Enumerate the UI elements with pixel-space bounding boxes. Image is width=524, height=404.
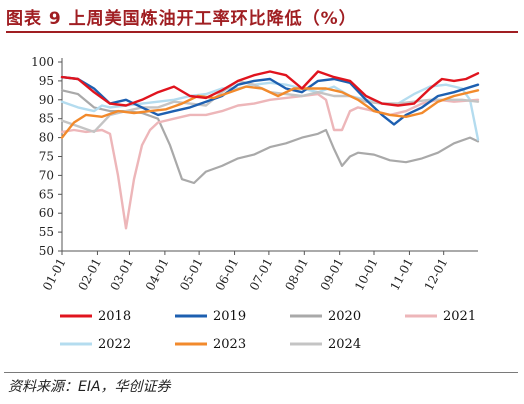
series-line-2018 bbox=[60, 70, 480, 107]
x-tick-label: 12-01 bbox=[422, 256, 451, 293]
series-line-2022 bbox=[60, 81, 480, 141]
legend-label-2021: 2021 bbox=[443, 309, 476, 324]
y-tick-label: 90 bbox=[39, 93, 54, 107]
x-tick-label: 03-01 bbox=[107, 256, 136, 293]
y-tick-label: 50 bbox=[39, 244, 54, 258]
x-tick-label: 06-01 bbox=[213, 256, 242, 293]
x-tick-label: 05-01 bbox=[177, 256, 206, 293]
chart-title: 图表 9 上周美国炼油开工率环比降低（%） bbox=[6, 9, 357, 29]
y-tick-label: 55 bbox=[39, 225, 54, 239]
y-tick-label: 85 bbox=[39, 112, 54, 126]
y-tick-label: 65 bbox=[39, 187, 54, 201]
legend-label-2024: 2024 bbox=[328, 337, 361, 352]
x-tick-label: 07-01 bbox=[247, 256, 276, 293]
line-chart: 50 55 60 65 70 75 80 85 90 95 100 01-01 02-01 03-01 04… bbox=[31, 55, 480, 352]
y-tick-label: 100 bbox=[31, 55, 54, 69]
y-tick-label: 70 bbox=[39, 168, 54, 182]
y-tick-label: 60 bbox=[39, 206, 54, 220]
series-line-2023 bbox=[60, 85, 480, 139]
x-tick-label: 11-01 bbox=[387, 256, 416, 293]
x-tick-label: 04-01 bbox=[143, 256, 172, 293]
x-tick-label: 09-01 bbox=[318, 256, 347, 293]
source-divider bbox=[4, 372, 518, 373]
source-note: 资料来源：EIA，华创证券 bbox=[8, 379, 171, 395]
title-underline bbox=[6, 31, 518, 33]
y-tick-label: 75 bbox=[39, 150, 54, 164]
x-tick-label: 02-01 bbox=[75, 256, 104, 293]
legend-label-2020: 2020 bbox=[328, 309, 361, 324]
legend-label-2022: 2022 bbox=[98, 337, 131, 352]
legend-label-2019: 2019 bbox=[213, 309, 246, 324]
legend-label-2018: 2018 bbox=[98, 309, 131, 324]
x-tick-label: 08-01 bbox=[282, 256, 311, 293]
y-tick-label: 80 bbox=[39, 131, 54, 145]
x-tick-label: 10-01 bbox=[352, 256, 381, 293]
chart-title-block: 图表 9 上周美国炼油开工率环比降低（%） bbox=[6, 4, 518, 33]
x-tick-label: 01-01 bbox=[40, 256, 69, 293]
y-tick-label: 95 bbox=[39, 74, 54, 88]
legend-label-2023: 2023 bbox=[213, 337, 246, 352]
